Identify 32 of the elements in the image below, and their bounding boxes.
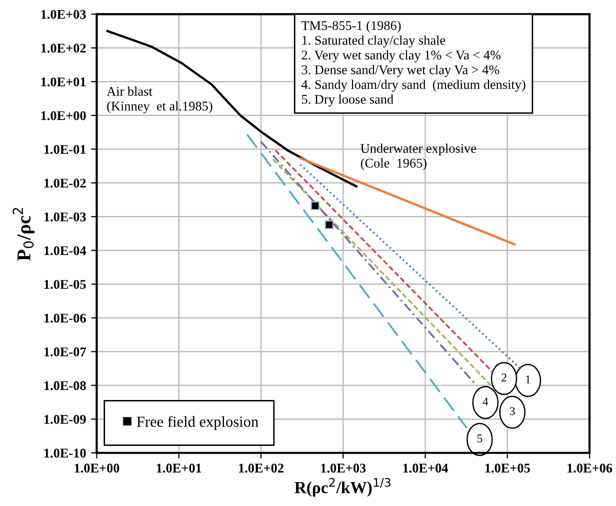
annotation: 1 bbox=[526, 375, 530, 384]
legend-label: Free field explosion bbox=[136, 416, 258, 430]
annotation: 2 bbox=[502, 374, 506, 382]
y-tick-label: 1.0E+00 bbox=[41, 111, 86, 120]
x-tick-label: 1.0E+04 bbox=[403, 464, 448, 473]
annotation: 4 bbox=[482, 398, 488, 406]
y-tick-label: 1.0E-08 bbox=[44, 381, 86, 390]
y-tick-label: 1.0E-10 bbox=[44, 448, 86, 458]
y-tick-label: 1.0E-04 bbox=[44, 246, 86, 256]
y-tick-label: 1.0E-02 bbox=[44, 178, 86, 188]
x-axis-title: R(ρc$^{2}$/kW)$^{1/3}$ bbox=[294, 478, 390, 497]
annotation: 3 bbox=[510, 407, 515, 416]
x-tick-label: 1.0E+06 bbox=[568, 464, 612, 473]
annotation: TM5-855-1 (1986) 1. Saturated clay/clay shale 2. Very wet sandy clay 1% < Va < 4% 3. Dense sand/Very wet clay Va > 4% 4. Sandy loam/dry sand (medium density) 5. Dry loose sand bbox=[301, 20, 526, 106]
x-tick-label: 1.0E+00 bbox=[74, 464, 120, 473]
y-axis-title: P$_{0}$/ρc$^{2}$ bbox=[12, 208, 34, 261]
annotation: Air blast (Kinney et al.1985) bbox=[106, 86, 212, 114]
x-tick-label: 1.0E+03 bbox=[321, 464, 366, 473]
annotation: 5 bbox=[477, 434, 482, 442]
y-tick-label: 1.0E+03 bbox=[41, 10, 86, 19]
y-tick-label: 1.0E-03 bbox=[44, 212, 86, 222]
x-tick-label: 1.0E+01 bbox=[156, 464, 202, 473]
y-tick-label: 1.0E-01 bbox=[44, 144, 86, 154]
y-tick-label: 1.0E+01 bbox=[41, 77, 86, 86]
y-tick-label: 1.0E-07 bbox=[44, 347, 86, 356]
x-tick-label: 1.0E+05 bbox=[485, 464, 530, 473]
annotation: Underwater explosive (Cole 1965) bbox=[360, 144, 476, 170]
y-tick-label: 1.0E-05 bbox=[44, 280, 86, 289]
x-tick-label: 1.0E+02 bbox=[239, 464, 284, 473]
y-tick-label: 1.0E-06 bbox=[44, 314, 86, 323]
y-tick-label: 1.0E+02 bbox=[41, 44, 86, 53]
y-tick-label: 1.0E-09 bbox=[44, 414, 86, 424]
